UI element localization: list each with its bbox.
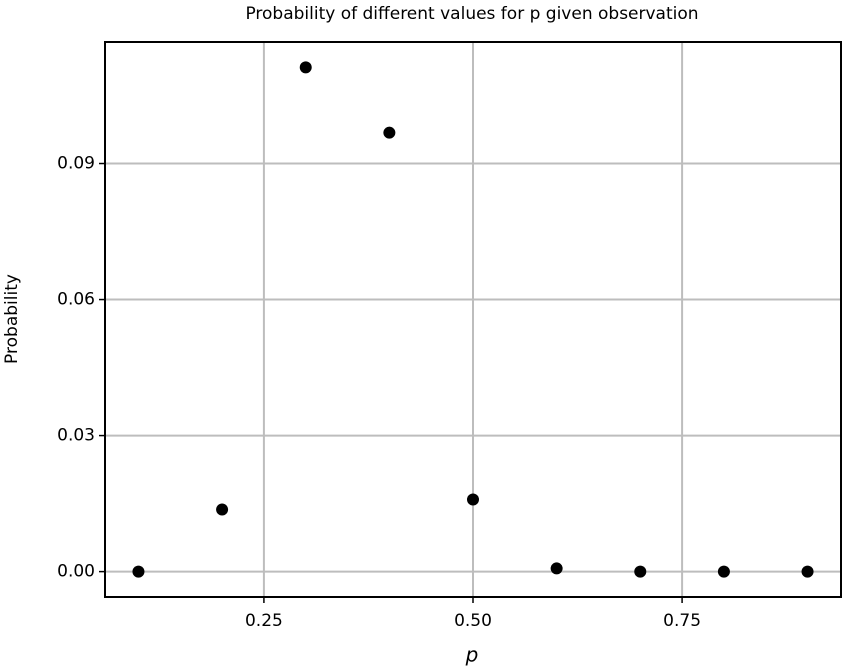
point xyxy=(550,562,563,575)
y-tick-label: 0.03 xyxy=(57,426,95,446)
y-tick-label: 0.06 xyxy=(57,290,95,310)
point xyxy=(467,493,479,506)
point xyxy=(717,565,730,578)
x-tick-label: 0.75 xyxy=(663,611,701,631)
point xyxy=(132,565,145,578)
y-axis-label: Probability xyxy=(2,274,22,364)
plot-frame xyxy=(104,41,842,598)
point xyxy=(801,565,814,578)
x-axis-label: p xyxy=(465,643,479,667)
chart-title: Probability of different values for p gi… xyxy=(245,4,698,24)
point xyxy=(383,126,396,139)
point xyxy=(299,61,312,74)
x-tick-label: 0.50 xyxy=(454,611,492,631)
point xyxy=(216,503,229,516)
y-tick-label: 0.09 xyxy=(57,154,95,174)
y-tick-label: 0.00 xyxy=(57,562,95,582)
point xyxy=(634,565,647,578)
x-tick-label: 0.25 xyxy=(245,611,283,631)
